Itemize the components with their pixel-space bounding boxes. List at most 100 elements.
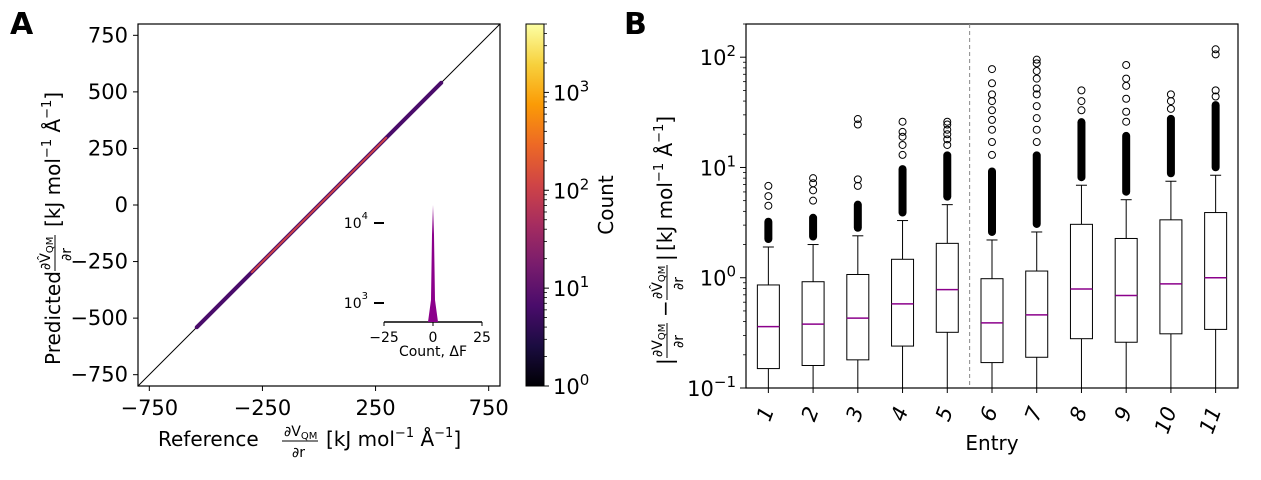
y-label-frac-den: ∂r (59, 248, 75, 261)
outlier-point (1211, 92, 1220, 101)
panel-b-y-label: | ∂VQM ∂r − ∂V̂QM ∂r | [kJ mol−1 Å−1] (649, 116, 687, 365)
outlier-point (853, 115, 862, 124)
outlier-point (809, 186, 818, 195)
panel-a-x-label: Reference ∂VQM ∂r [kJ mol−1 Å−1] (158, 424, 461, 461)
x-label-unit: [kJ mol−1 Å−1] (326, 426, 461, 451)
outlier-point (1032, 66, 1041, 75)
x-tick-label: −750 (120, 396, 178, 420)
outlier-point (809, 174, 818, 183)
outlier-point (1077, 106, 1086, 115)
outlier-point (1032, 55, 1041, 64)
outlier-point (898, 150, 907, 159)
panel-b-y-ticks: 10−1 100 101 102 (687, 23, 746, 401)
iqr-box (1025, 270, 1049, 358)
outlier-point (764, 201, 773, 210)
outlier-point (1032, 114, 1041, 123)
iqr-box (1069, 223, 1093, 340)
panel-b-x-label: Entry (965, 431, 1018, 455)
x-tick-label: 750 (469, 396, 509, 420)
outlier-point (1032, 102, 1041, 111)
iqr-box (935, 242, 959, 333)
y-label-bar-left: | (653, 358, 677, 365)
iqr-box (1204, 212, 1228, 330)
y-label-minus: − (653, 300, 677, 317)
outlier-point (898, 140, 907, 149)
panel-b-label: B (624, 7, 647, 42)
panel-a-label: A (10, 7, 34, 42)
x-tick-label: 250 (356, 396, 396, 420)
outlier-point (853, 181, 862, 190)
outlier-point (943, 120, 952, 129)
y-tick-label: −750 (70, 363, 128, 387)
outlier-cluster (943, 151, 952, 201)
panel-b: B 10−1 100 101 102 1 2 3 4 5 6 7 8 9 10 11 Entry | ∂V… (624, 7, 1239, 455)
outlier-point (988, 138, 996, 147)
panel-a-y-label: Predicted ∂V̂QM ∂r [kJ mol−1 Å−1] (37, 92, 75, 365)
outlier-point (988, 115, 996, 124)
x-tick-label: 2 (797, 404, 824, 425)
panel-a: A −750 −250 250 750 7505002500−250−500−750 … (10, 7, 618, 461)
inset-x-label: Count, ΔF (399, 344, 467, 360)
inset-y-tick-label: 103 (344, 291, 368, 312)
box-1 (756, 181, 780, 389)
panel-a-x-ticks: −750 −250 250 750 (120, 386, 509, 420)
outlier-cluster (988, 167, 996, 236)
outlier-point (898, 127, 907, 136)
y-label-frac1-num: ∂VQM (650, 324, 668, 357)
y-label-frac2-den: ∂r (671, 277, 687, 290)
colorbar (525, 23, 545, 387)
outlier-point (1122, 107, 1131, 116)
x-label-prefix: Reference (158, 427, 259, 451)
x-label-frac-num: ∂VQM (284, 424, 317, 442)
outlier-point (1166, 90, 1175, 99)
outlier-point (1122, 94, 1131, 103)
colorbar-tick-label: 100 (553, 371, 589, 399)
y-label-unit: [kJ mol−1 Å−1] (652, 116, 677, 251)
box-4 (891, 117, 915, 389)
outlier-point (1122, 60, 1131, 69)
inset-x-ticks: −25 0 25 (369, 322, 491, 346)
inset-y-ticks: 104 103 (344, 211, 384, 312)
outlier-point (943, 117, 952, 126)
outlier-point (1211, 86, 1220, 95)
outlier-point (988, 79, 996, 88)
panel-b-x-ticks: 1 2 3 4 5 6 7 8 9 10 11 (752, 388, 1226, 437)
outlier-point (898, 132, 907, 141)
outlier-point (1032, 59, 1041, 68)
box-10 (1159, 90, 1183, 389)
inset-x-tick-label: 0 (429, 330, 438, 346)
y-tick-label: 10−1 (687, 373, 736, 401)
y-tick-label: 500 (88, 80, 128, 104)
outlier-cluster (764, 217, 773, 243)
y-tick-label: 100 (700, 263, 736, 291)
y-label-prefix: Predicted (41, 271, 65, 365)
outlier-cluster (1122, 131, 1131, 196)
x-tick-label: −250 (234, 396, 292, 420)
x-tick-label: 4 (886, 404, 913, 425)
outlier-point (943, 140, 952, 149)
y-tick-label: −500 (70, 306, 128, 330)
outlier-point (1166, 104, 1175, 113)
colorbar-tick-label: 103 (553, 77, 589, 105)
y-label-unit: [kJ mol−1 Å−1] (40, 92, 65, 227)
outlier-point (988, 150, 996, 159)
outlier-cluster (853, 200, 862, 232)
outlier-cluster (1077, 118, 1086, 182)
outlier-point (764, 181, 773, 190)
outlier-point (764, 192, 773, 201)
box-11 (1204, 45, 1228, 389)
outlier-point (1211, 50, 1220, 59)
x-tick-label: 5 (931, 404, 958, 425)
outlier-point (988, 90, 996, 99)
y-label-bar-right: | (653, 254, 677, 261)
outlier-point (1077, 86, 1086, 95)
box-6 (980, 65, 1004, 389)
outlier-point (943, 130, 952, 139)
x-tick-label: 9 (1110, 404, 1137, 425)
box-plots (756, 45, 1228, 389)
outlier-point (988, 106, 996, 115)
outlier-point (988, 125, 996, 134)
y-tick-label: 101 (700, 152, 736, 180)
outlier-cluster (1211, 101, 1220, 172)
